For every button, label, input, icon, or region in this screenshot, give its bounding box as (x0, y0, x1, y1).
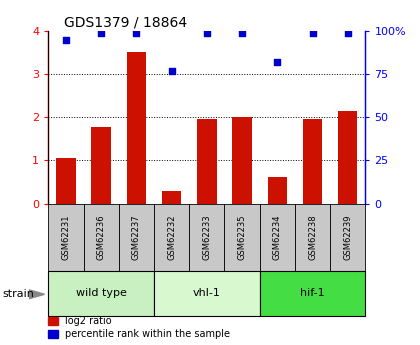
Bar (330, 204, 365, 271)
Text: GSM62234: GSM62234 (273, 215, 282, 260)
Bar (154, 204, 189, 271)
Bar (56, 158, 76, 204)
Bar (232, 117, 252, 204)
Point (98, 30, 105, 36)
Text: strain: strain (2, 289, 34, 299)
Point (133, 30, 140, 36)
Bar (48, 204, 84, 271)
Bar (260, 271, 365, 316)
Bar (119, 204, 154, 271)
Text: GSM62232: GSM62232 (167, 215, 176, 260)
Bar (338, 111, 357, 204)
Text: hif-1: hif-1 (300, 288, 325, 298)
Text: wild type: wild type (76, 288, 126, 298)
Text: vhl-1: vhl-1 (193, 288, 221, 298)
Point (309, 30, 316, 36)
Bar (260, 204, 295, 271)
Bar (295, 204, 330, 271)
Point (239, 30, 245, 36)
Bar (154, 271, 260, 316)
Bar (197, 119, 217, 204)
Point (274, 59, 281, 65)
Bar (48, 271, 154, 316)
Text: GSM62237: GSM62237 (132, 214, 141, 260)
Bar (84, 204, 119, 271)
Text: GSM62233: GSM62233 (202, 214, 211, 260)
Bar (162, 190, 181, 204)
Point (203, 30, 210, 36)
Text: GSM62236: GSM62236 (97, 214, 106, 260)
Text: GDS1379 / 18864: GDS1379 / 18864 (64, 16, 187, 30)
Point (344, 30, 351, 36)
Bar (224, 204, 260, 271)
Bar (127, 52, 146, 204)
Polygon shape (29, 290, 45, 299)
Legend: log2 ratio, percentile rank within the sample: log2 ratio, percentile rank within the s… (47, 315, 231, 340)
Bar (189, 204, 224, 271)
Bar (303, 119, 322, 204)
Bar (268, 177, 287, 204)
Text: GSM62235: GSM62235 (238, 215, 247, 260)
Bar (92, 127, 111, 204)
Point (168, 68, 175, 73)
Point (63, 37, 69, 42)
Text: GSM62231: GSM62231 (61, 215, 71, 260)
Text: GSM62239: GSM62239 (343, 215, 352, 260)
Text: GSM62238: GSM62238 (308, 214, 317, 260)
